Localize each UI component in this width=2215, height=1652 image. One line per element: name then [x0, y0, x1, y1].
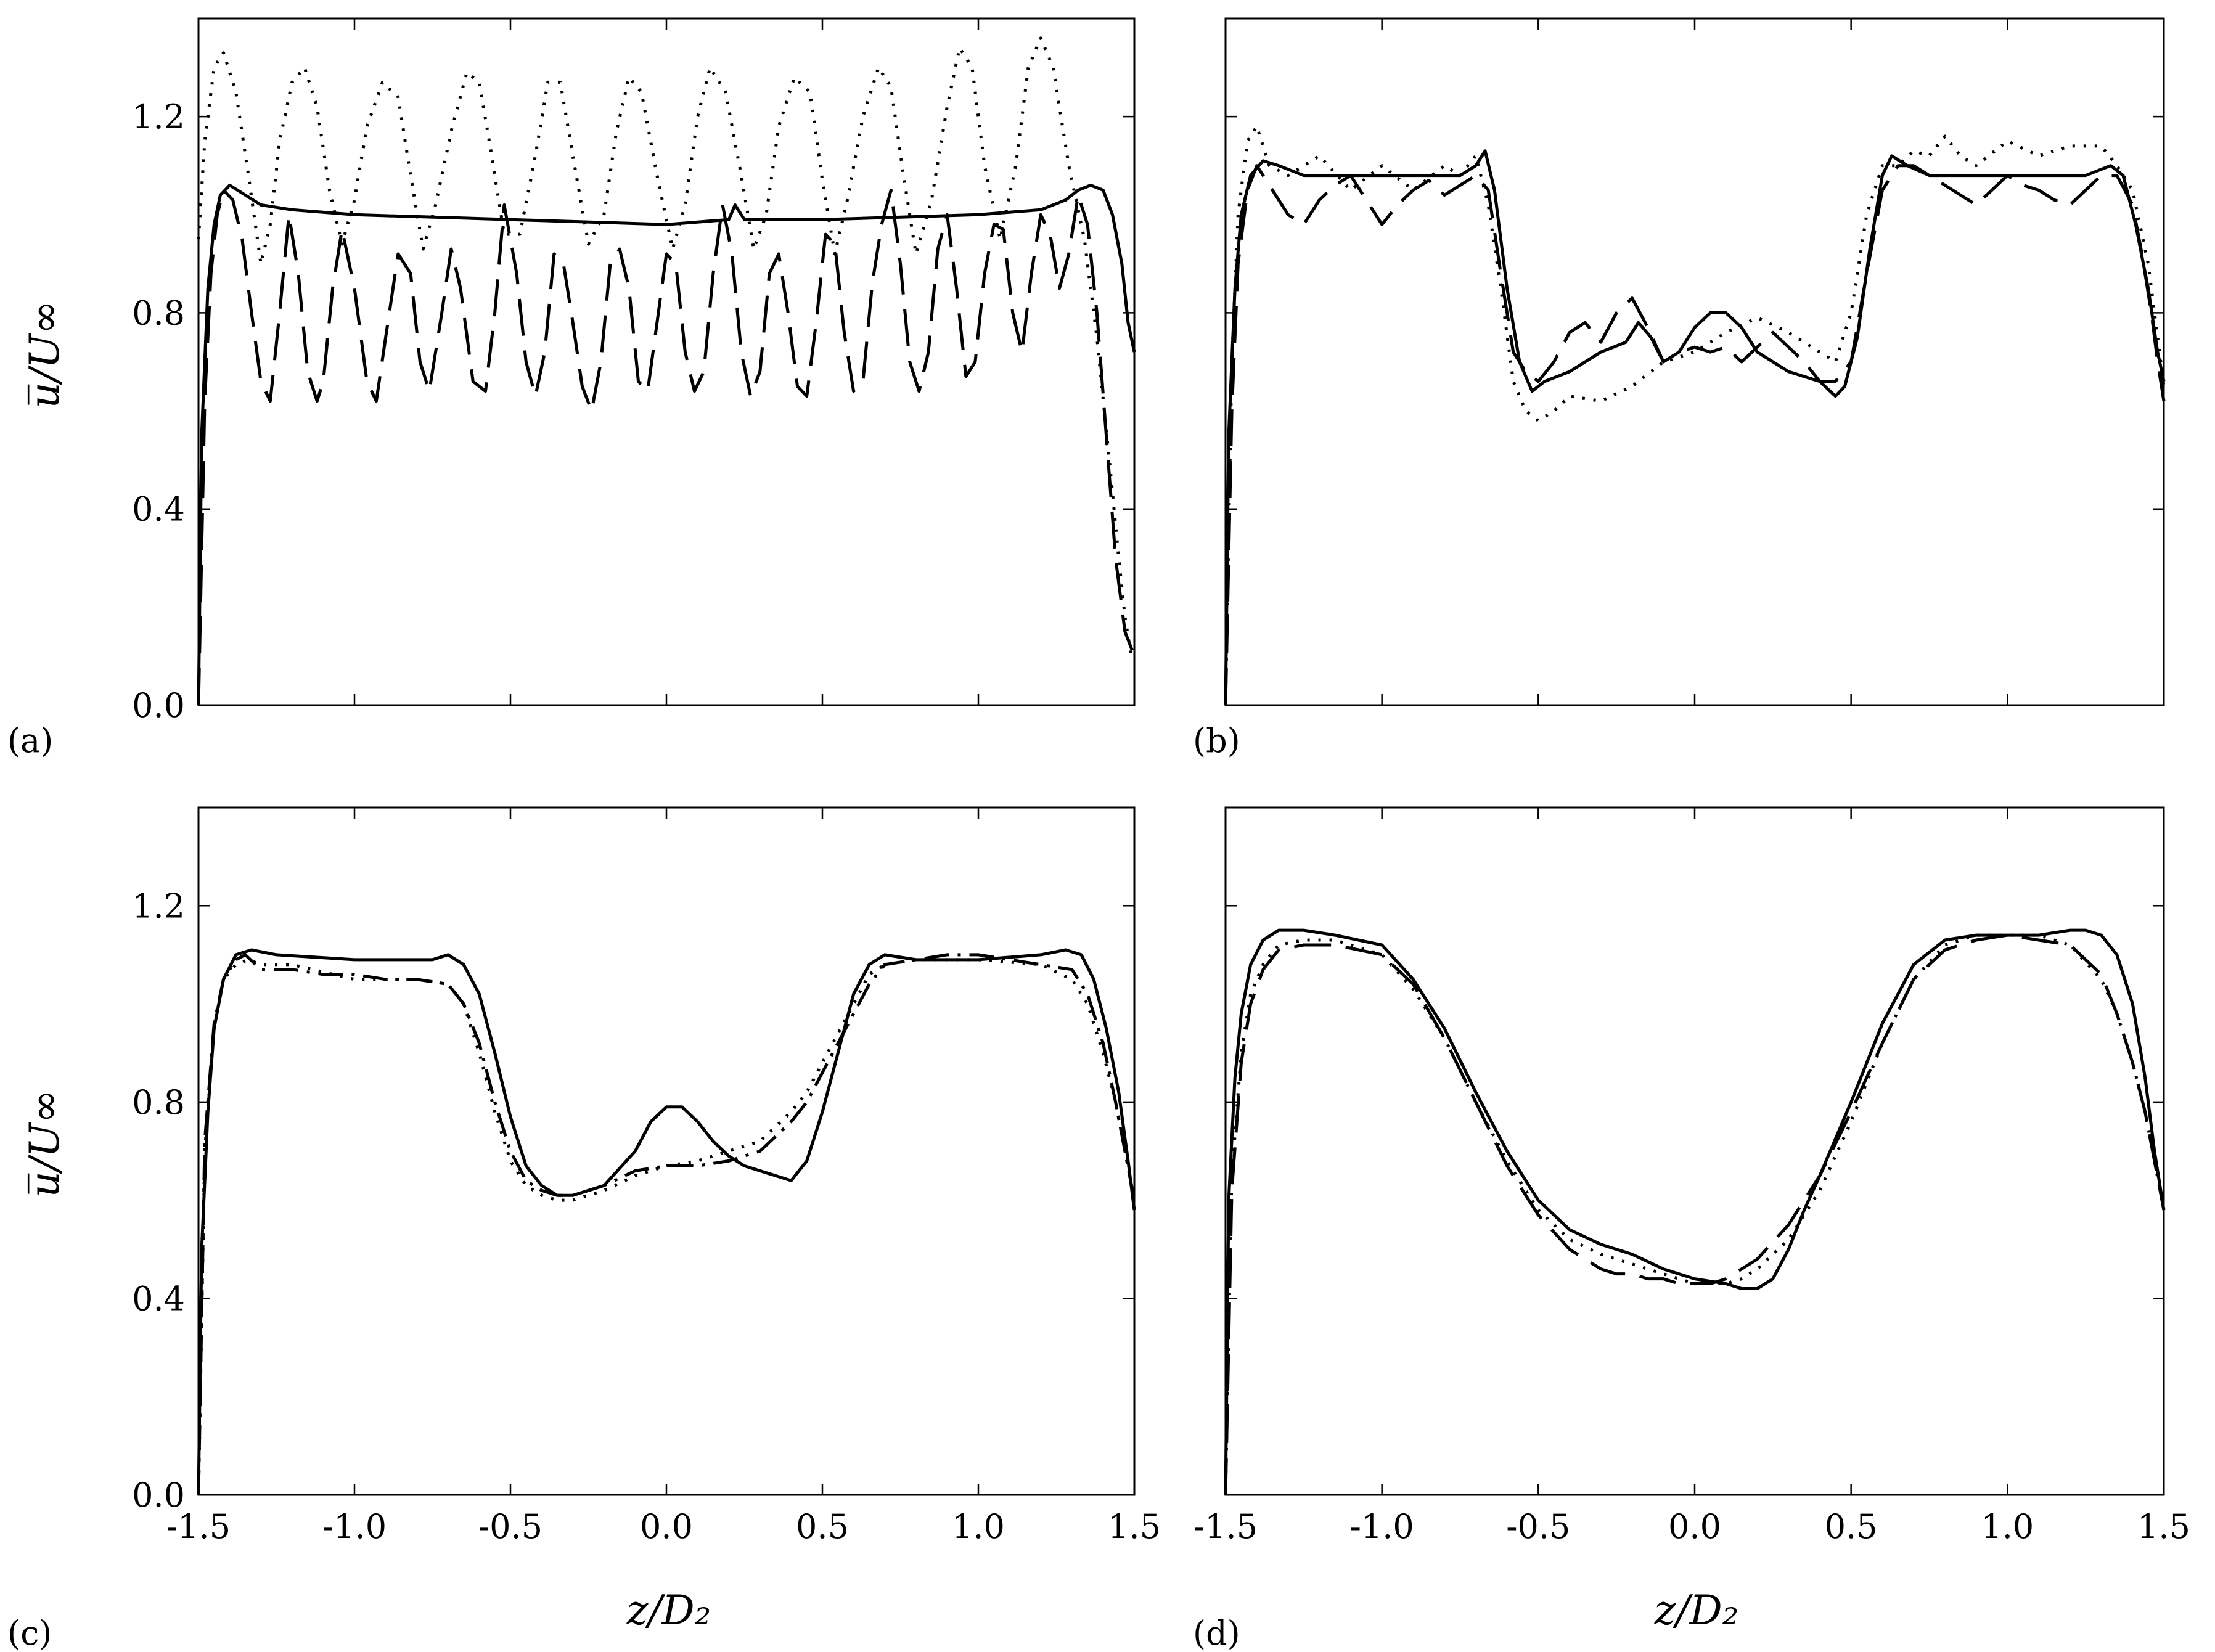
- series-line-dotted: [1224, 933, 2166, 1495]
- panel-label-a: (a): [7, 721, 53, 760]
- plot-frame: [197, 806, 1136, 1496]
- x-tick-label: -1.0: [1350, 1507, 1414, 1546]
- x-tick-label: 1.0: [1981, 1507, 2034, 1546]
- y-tick-label: 0.8: [132, 1083, 185, 1122]
- x-tick-label: 0.0: [1668, 1507, 1721, 1546]
- y-axis-label-top: u̅/U∞: [21, 300, 68, 408]
- x-axis-label-left: z/D₂: [626, 1587, 711, 1634]
- plot-frame: [1224, 806, 2165, 1496]
- series-line-dashed: [1224, 164, 2166, 706]
- x-axis-label-right: z/D₂: [1654, 1587, 1738, 1634]
- x-tick-label: 1.5: [2137, 1507, 2190, 1546]
- y-tick-label: 1.2: [132, 886, 185, 925]
- series-line-dotted: [1224, 125, 2166, 706]
- series-line-dashed: [197, 189, 1136, 706]
- y-axis-label-bottom: u̅/U∞: [21, 1089, 68, 1197]
- x-tick-label: 1.0: [952, 1507, 1005, 1546]
- panel-d: -1.5 -1.0 -0.5 0.0 0.5 1.0 1.5: [1193, 806, 2190, 1546]
- x-tick-label: -1.0: [322, 1507, 387, 1546]
- series-group: [197, 36, 1136, 706]
- series-line-solid: [1224, 928, 2166, 1495]
- panel-c: -1.5 -1.0 -0.5 0.0 0.5 1.0 1.5 0.0 0.4 0.8 1.2: [132, 806, 1161, 1546]
- plot-frame: [1224, 17, 2165, 706]
- y-tick-label: 0.0: [132, 1476, 185, 1515]
- x-tick-label: 0.5: [796, 1507, 849, 1546]
- y-tick-label: 0.4: [132, 490, 185, 529]
- series-group: [1224, 125, 2166, 706]
- x-tick-label: 1.5: [1108, 1507, 1161, 1546]
- series-line-solid: [1224, 149, 2166, 706]
- x-tick-label: 0.0: [640, 1507, 693, 1546]
- y-tick-label: 0.0: [132, 686, 185, 725]
- x-tick-label: -0.5: [1506, 1507, 1570, 1546]
- panel-b: [1224, 17, 2166, 706]
- x-tick-label: -1.5: [166, 1507, 231, 1546]
- panel-label-c: (c): [7, 1614, 52, 1652]
- series-line-solid: [197, 948, 1136, 1495]
- series-line-dotted: [197, 36, 1134, 658]
- y-tick-label: 0.8: [132, 293, 185, 332]
- panel-label-b: (b): [1193, 721, 1240, 760]
- series-group: [197, 948, 1136, 1495]
- x-tick-label: -0.5: [478, 1507, 542, 1546]
- series-line-dotted: [197, 958, 1136, 1495]
- panel-label-d: (d): [1193, 1614, 1240, 1652]
- panel-a: 0.0 0.4 0.8 1.2: [132, 17, 1136, 725]
- series-line-dashed: [1224, 933, 2166, 1495]
- series-line-solid: [197, 184, 1136, 706]
- plot-frame: [197, 17, 1136, 706]
- y-tick-label: 1.2: [132, 97, 185, 136]
- series-group: [1224, 928, 2166, 1495]
- x-tick-label: 0.5: [1825, 1507, 1878, 1546]
- y-tick-label: 0.4: [132, 1279, 185, 1318]
- series-line-dashdot: [197, 953, 1136, 1495]
- x-tick-label: -1.5: [1193, 1507, 1258, 1546]
